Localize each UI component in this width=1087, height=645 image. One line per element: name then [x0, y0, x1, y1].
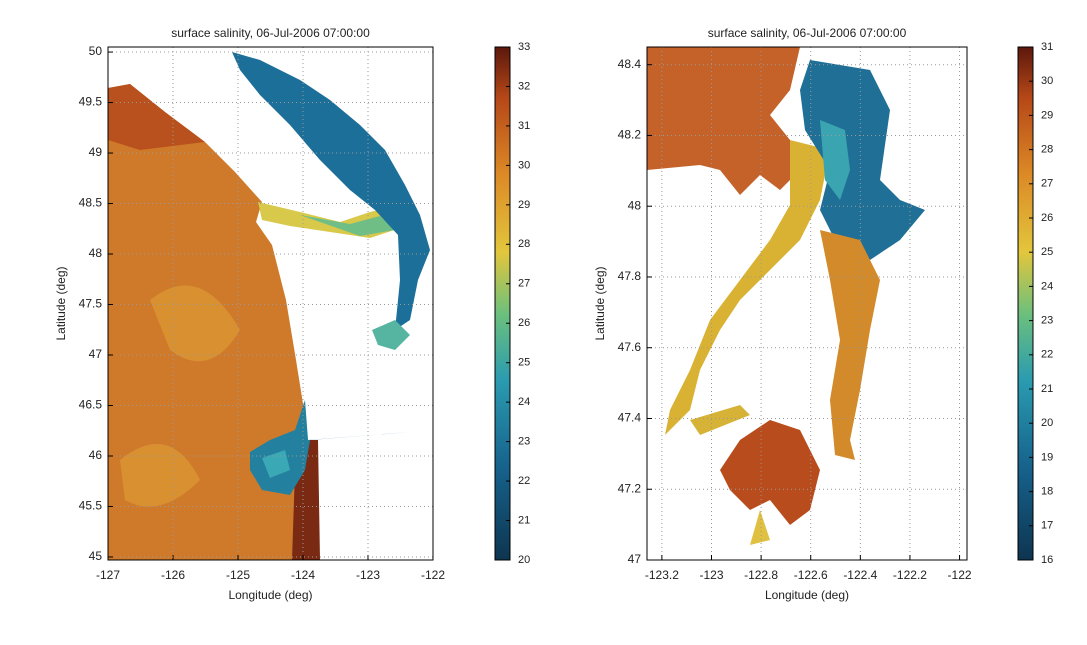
x-tick-label: -125 [226, 568, 250, 582]
y-tick-label: 50 [89, 44, 103, 58]
colorbar-tick-label: 29 [518, 199, 530, 211]
colorbar-tick-label: 19 [1041, 451, 1053, 463]
axes-frame [646, 46, 968, 561]
axes-frame [107, 46, 434, 561]
x-tick-label: -122.6 [794, 568, 828, 582]
y-axis-label: Latitude (deg) [593, 266, 607, 340]
x-tick-label: -122.4 [843, 568, 877, 582]
x-tick-label: -123.2 [645, 568, 679, 582]
colorbar-tick-label: 20 [1041, 417, 1053, 429]
colorbar-tick-label: 26 [518, 317, 530, 329]
y-tick-label: 47 [89, 347, 103, 361]
colorbar-tick-label: 20 [518, 554, 530, 566]
y-tick-label: 49 [89, 145, 103, 159]
map-image [108, 52, 430, 560]
colorbar-tick-label: 16 [1041, 554, 1053, 566]
x-tick-label: -123 [699, 568, 723, 582]
colorbar-tick-label: 24 [1041, 280, 1053, 292]
x-tick-label: -122.2 [893, 568, 927, 582]
y-axis-label: Latitude (deg) [54, 266, 68, 340]
y-tick-label: 48 [89, 246, 103, 260]
colorbar-tick-label: 25 [1041, 246, 1053, 258]
x-axis-label: Longitude (deg) [228, 588, 312, 602]
y-tick-label: 46.5 [79, 398, 103, 412]
y-tick-label: 48.2 [618, 128, 642, 142]
x-tick-label: -126 [161, 568, 185, 582]
y-tick-label: 46 [89, 448, 103, 462]
colorbar-tick-label: 27 [1041, 178, 1053, 190]
x-tick-label: -122.8 [744, 568, 778, 582]
y-tick-label: 49.5 [79, 95, 103, 109]
colorbar-tick-label: 22 [1041, 349, 1053, 361]
x-axis-label: Longitude (deg) [765, 588, 849, 602]
y-tick-label: 47.2 [618, 481, 642, 495]
y-tick-label: 47.8 [618, 269, 642, 283]
y-tick-label: 48.5 [79, 196, 103, 210]
colorbar-tick-label: 24 [518, 396, 530, 408]
colorbar-tick-label: 22 [518, 475, 530, 487]
colorbar-tick-label: 23 [518, 436, 530, 448]
y-tick-label: 48.4 [618, 57, 642, 71]
colorbar-tick-label: 26 [1041, 212, 1053, 224]
colorbar-tick-label: 29 [1041, 109, 1053, 121]
y-tick-label: 48 [628, 198, 642, 212]
colorbar-tick-label: 17 [1041, 520, 1053, 532]
colorbar-tick-label: 31 [518, 120, 530, 132]
colorbar-tick-label: 33 [518, 41, 530, 53]
colorbar-tick-label: 32 [518, 80, 530, 92]
colorbar-tick-label: 21 [518, 514, 530, 526]
x-tick-label: -122 [948, 568, 972, 582]
colorbar-tick-label: 30 [1041, 75, 1053, 87]
colorbar-tick-label: 21 [1041, 383, 1053, 395]
map-image [647, 47, 925, 545]
y-tick-label: 47.6 [618, 340, 642, 354]
colorbar [1017, 46, 1034, 561]
chart-title: surface salinity, 06-Jul-2006 07:00:00 [708, 26, 907, 40]
colorbar-tick-label: 28 [518, 238, 530, 250]
chart-title: surface salinity, 06-Jul-2006 07:00:00 [171, 26, 370, 40]
x-tick-label: -127 [96, 568, 120, 582]
colorbar-tick-label: 28 [1041, 144, 1053, 156]
y-tick-label: 47 [628, 552, 642, 566]
x-tick-label: -123 [356, 568, 380, 582]
colorbar-tick-label: 23 [1041, 315, 1053, 327]
x-tick-label: -122 [421, 568, 445, 582]
y-tick-label: 45 [89, 549, 103, 563]
colorbar-tick-label: 30 [518, 159, 530, 171]
colorbar-tick-label: 27 [518, 278, 530, 290]
colorbar-tick-label: 18 [1041, 486, 1053, 498]
y-tick-label: 47.4 [618, 411, 642, 425]
colorbar-tick-label: 31 [1041, 41, 1053, 53]
colorbar-tick-label: 25 [518, 357, 530, 369]
colorbar [494, 46, 511, 561]
y-tick-label: 45.5 [79, 499, 103, 513]
x-tick-label: -124 [291, 568, 315, 582]
y-tick-label: 47.5 [79, 297, 103, 311]
